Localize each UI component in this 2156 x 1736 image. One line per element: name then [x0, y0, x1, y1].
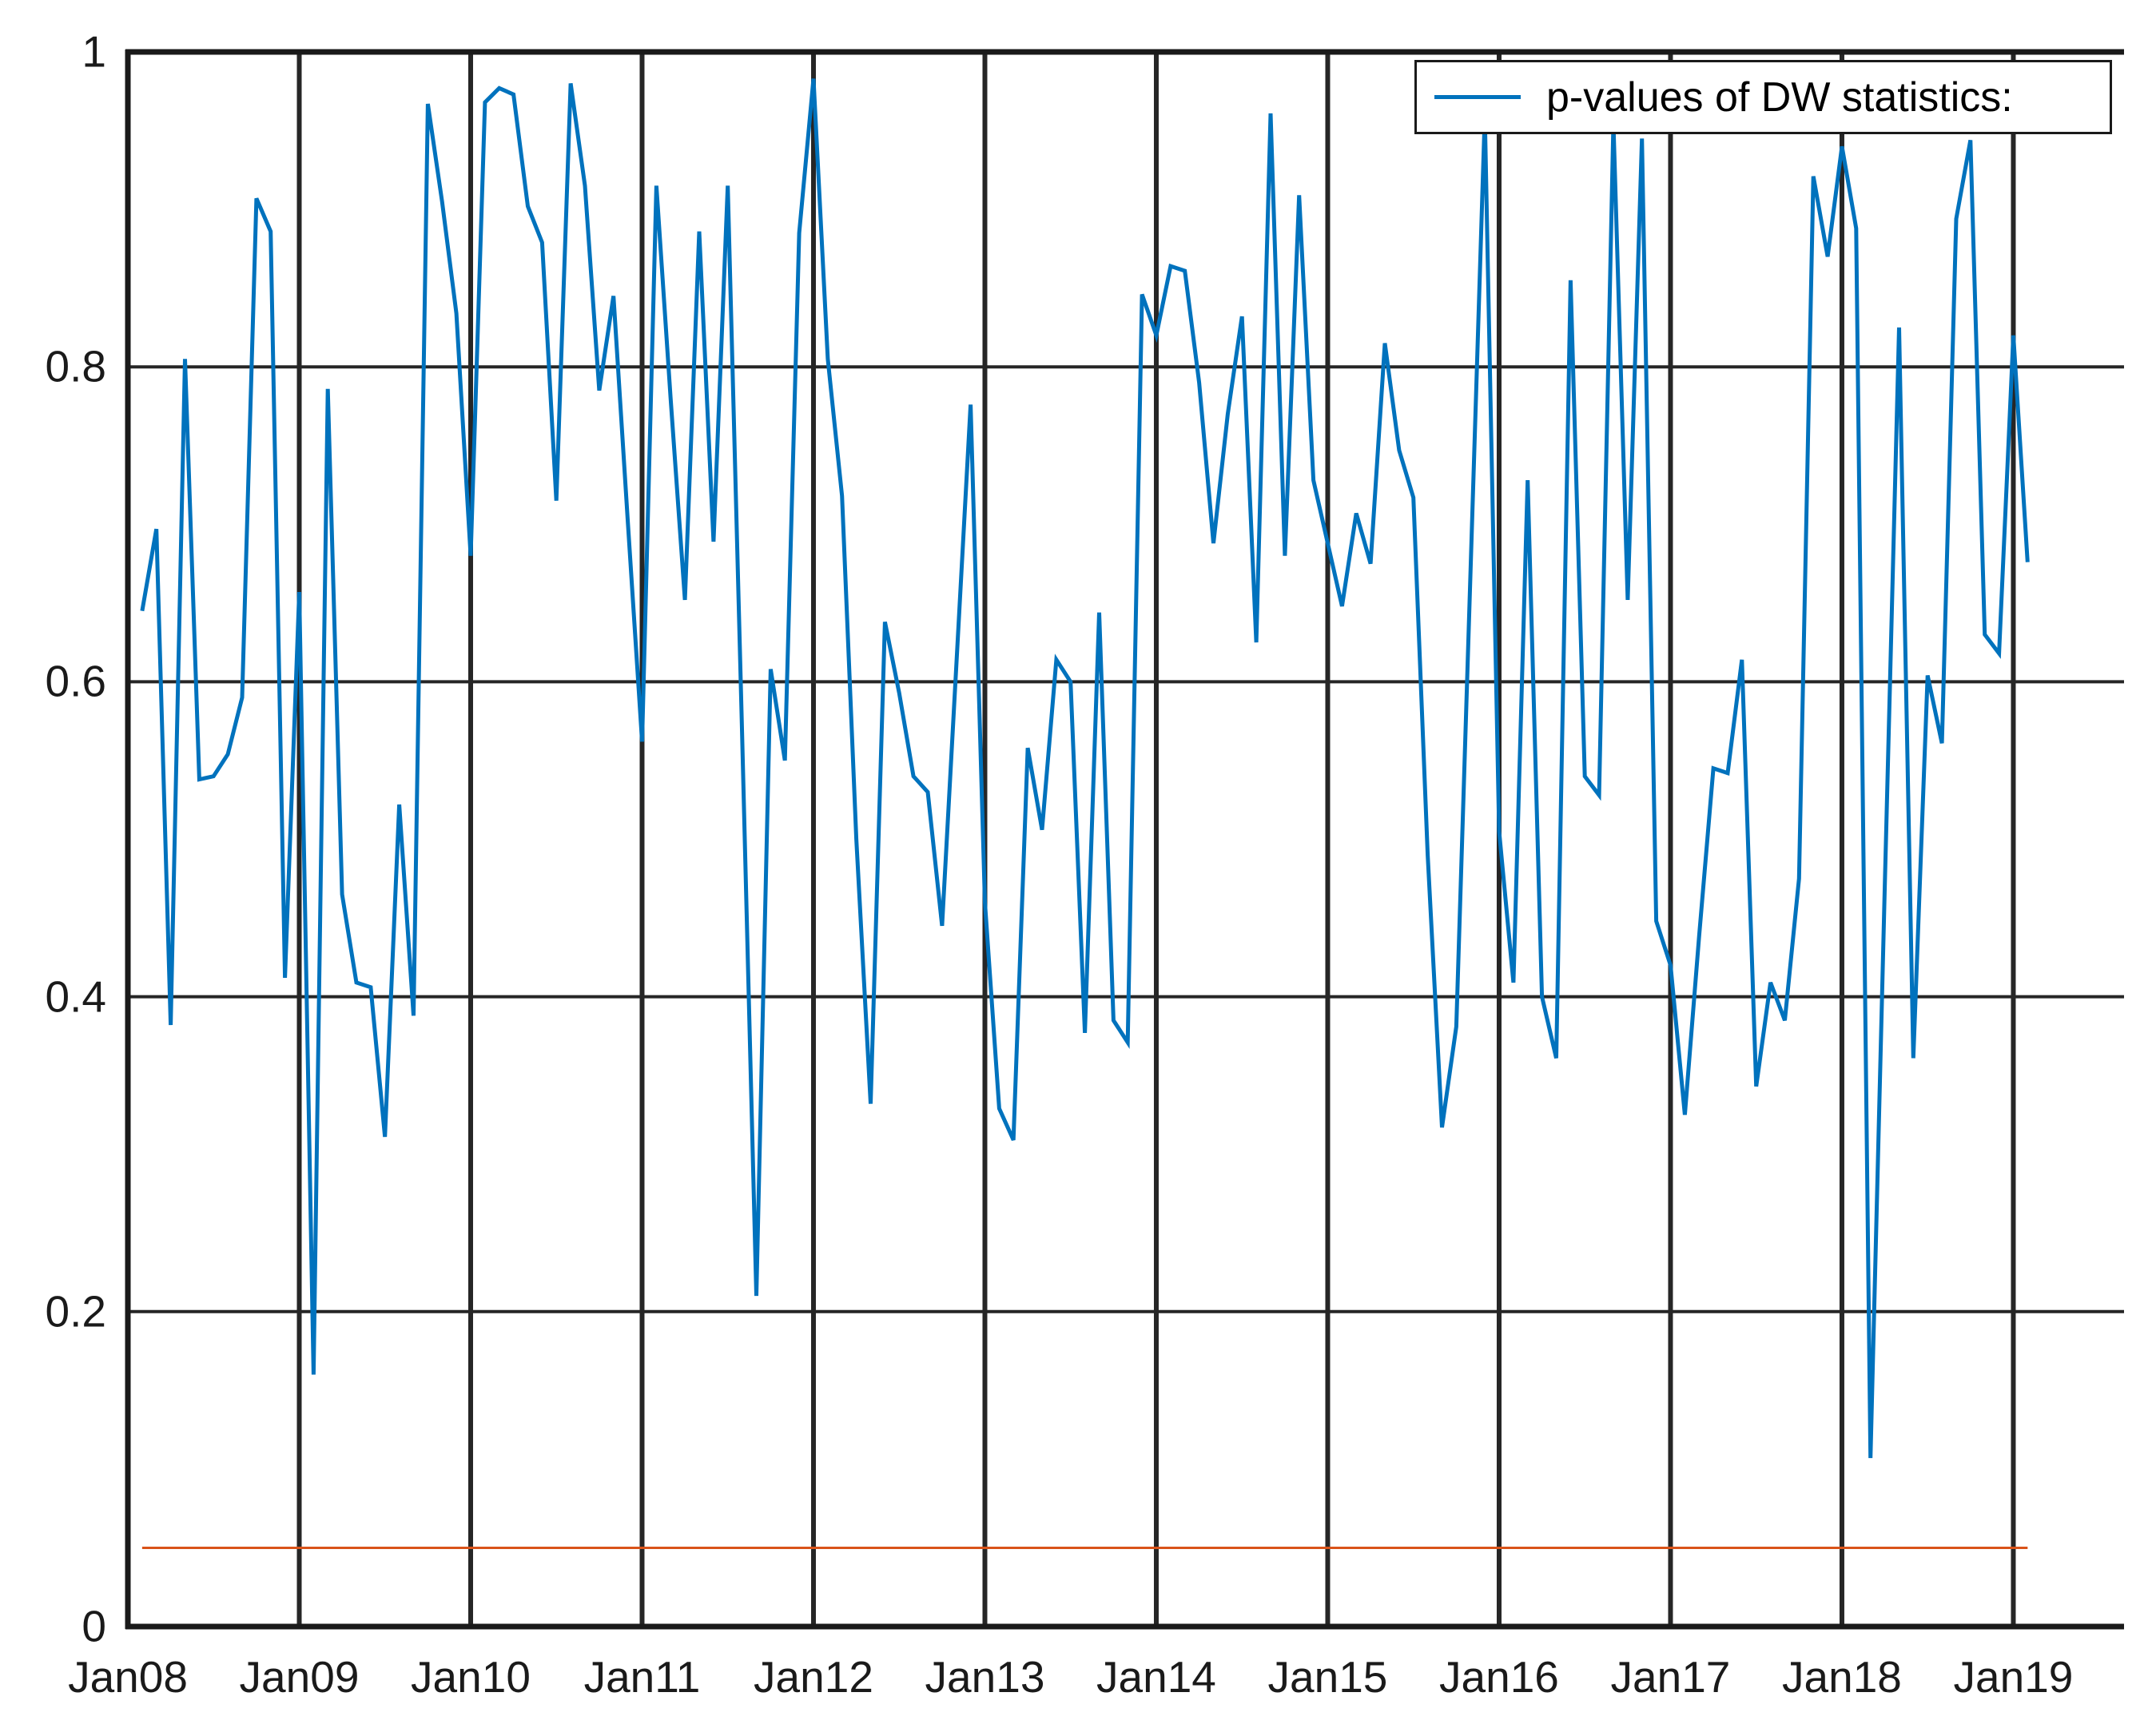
x-tick-label: Jan15: [1267, 1652, 1388, 1702]
x-tick-label: Jan09: [239, 1652, 360, 1702]
y-tick-label: 0.6: [45, 656, 106, 706]
y-tick-label: 0.2: [45, 1286, 106, 1337]
x-tick-label: Jan17: [1610, 1652, 1731, 1702]
legend: p-values of DW statistics:: [1414, 60, 2112, 134]
x-tick-label: Jan19: [1953, 1652, 2074, 1702]
x-tick-label: Jan12: [754, 1652, 873, 1702]
y-tick-label: 1: [82, 26, 106, 77]
y-tick-label: 0: [82, 1601, 106, 1651]
x-tick-label: Jan18: [1782, 1652, 1902, 1702]
x-tick-label: Jan14: [1096, 1652, 1216, 1702]
legend-label: p-values of DW statistics:: [1546, 73, 2013, 121]
pvalue-line: [140, 78, 2030, 1459]
x-tick-label: Jan16: [1439, 1652, 1559, 1702]
y-tick-label: 0.4: [45, 971, 106, 1022]
x-tick-label: Jan08: [68, 1652, 188, 1702]
y-tick-label: 0.8: [45, 341, 106, 391]
x-tick-label: Jan11: [583, 1652, 701, 1702]
legend-line-sample: [1434, 95, 1521, 99]
x-tick-label: Jan10: [411, 1652, 531, 1702]
x-tick-label: Jan13: [925, 1652, 1045, 1702]
